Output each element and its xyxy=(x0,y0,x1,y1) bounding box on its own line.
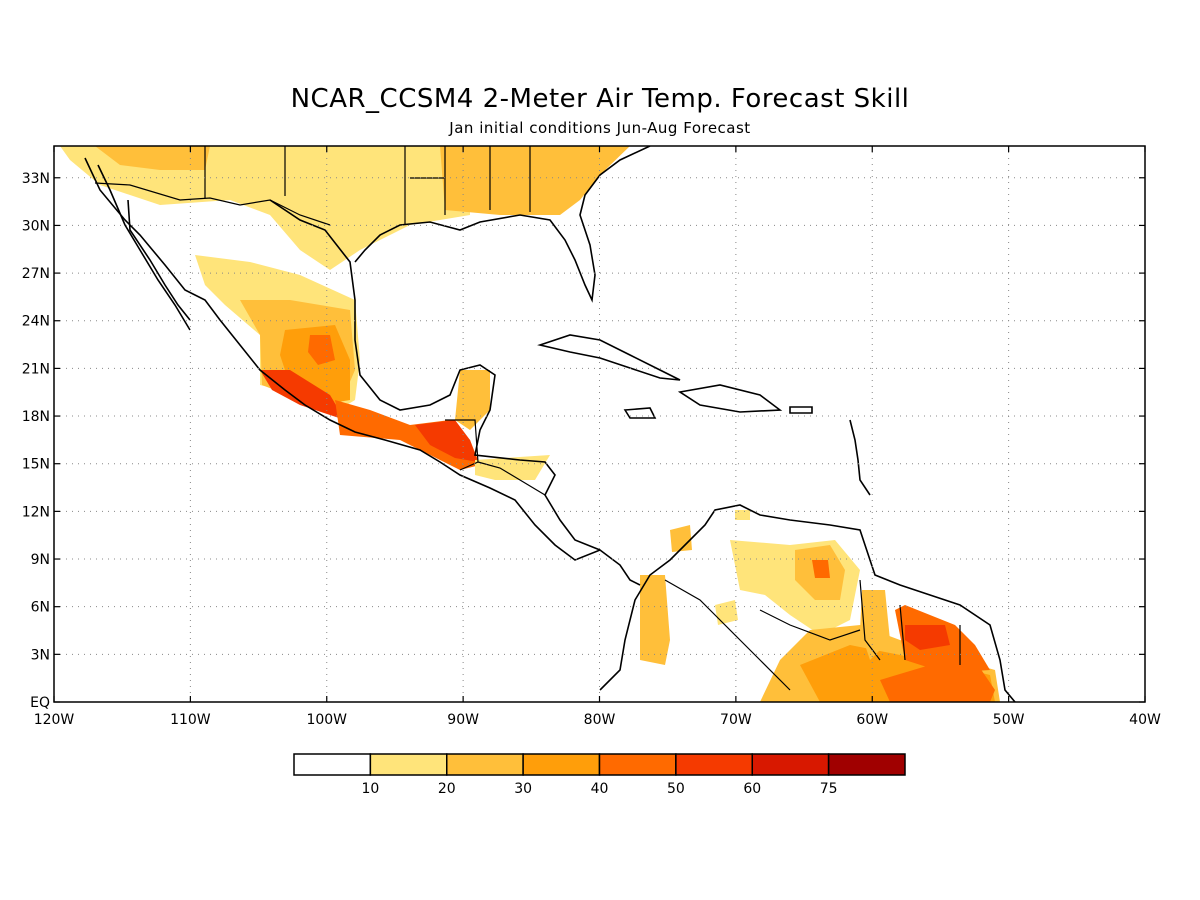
skill-region-colombia-north xyxy=(670,525,692,552)
colorbar-swatch xyxy=(446,753,524,776)
colorbar-label: 20 xyxy=(438,781,456,797)
skill-shading xyxy=(60,146,1000,702)
colorbar-label: 30 xyxy=(514,781,532,797)
lon-tick-label: 100W xyxy=(306,712,347,728)
colorbar-swatch xyxy=(522,753,601,776)
skill-region-us-southeast xyxy=(440,146,630,215)
colorbar-swatch xyxy=(827,753,906,776)
lon-tick-label: 40W xyxy=(1129,712,1161,728)
lon-tick-label: 80W xyxy=(584,712,616,728)
lon-tick-label: 110W xyxy=(170,712,211,728)
coastline-gulf xyxy=(269,199,601,551)
border-central-america xyxy=(445,419,546,496)
longitude-axis: 120W 110W 100W 90W 80W 70W 60W 50W 40W xyxy=(34,146,1161,728)
lat-tick-label: 12N xyxy=(22,504,50,520)
coastlines xyxy=(84,146,1016,702)
colorbar-swatch xyxy=(675,753,753,776)
lat-tick-label: 21N xyxy=(22,361,50,377)
skill-region-yucatan xyxy=(455,370,490,430)
lat-tick-label: 3N xyxy=(31,647,50,663)
colorbar-label: 75 xyxy=(820,781,838,797)
lat-tick-label: 24N xyxy=(22,314,50,330)
lat-tick-label: 18N xyxy=(22,409,50,425)
map-subtitle: Jan initial conditions Jun-Aug Forecast xyxy=(449,119,751,137)
lat-tick-label: 6N xyxy=(31,600,50,616)
coastline-jamaica xyxy=(623,407,657,419)
skill-region-brazil-hot xyxy=(880,665,995,702)
skill-region-mexico-hot xyxy=(308,335,335,365)
skill-region-guatemala xyxy=(415,420,478,462)
border-us-states xyxy=(204,146,531,225)
lat-tick-label: 15N xyxy=(22,457,50,473)
lon-tick-label: 50W xyxy=(993,712,1025,728)
lat-tick-label: 27N xyxy=(22,266,50,282)
coastline-mexico-pacific xyxy=(84,157,641,586)
skill-region-colombia-east xyxy=(715,600,738,625)
colorbar-swatch xyxy=(751,753,830,776)
coastline-puerto-rico xyxy=(789,406,813,414)
colorbar-legend: 10 20 30 40 50 60 75 xyxy=(293,753,906,797)
lat-tick-label: 30N xyxy=(22,218,50,234)
lat-tick-label: 9N xyxy=(31,552,50,568)
skill-region-venezuela-hot xyxy=(812,560,830,578)
skill-region-mexico-south xyxy=(335,400,480,470)
coastline-hispaniola xyxy=(677,384,783,413)
lon-tick-label: 70W xyxy=(720,712,752,728)
coastline-south-america xyxy=(599,504,1016,702)
latitude-axis: 33N 30N 27N 24N 21N 18N 15N 12N 9N 6N 3N EQ xyxy=(22,171,1145,711)
lon-tick-label: 60W xyxy=(856,712,888,728)
skill-region-colombia xyxy=(640,575,670,665)
border-south-america xyxy=(664,579,961,691)
colorbar-label: 60 xyxy=(743,781,761,797)
colorbar-swatch xyxy=(598,753,677,776)
lat-tick-label: EQ xyxy=(30,695,50,711)
map-title: NCAR_CCSM4 2-Meter Air Temp. Forecast Sk… xyxy=(290,84,910,114)
skill-region-mexico-sw-coast xyxy=(260,370,345,420)
skill-region-us-south xyxy=(60,146,470,270)
coastline-cuba xyxy=(537,334,681,381)
lon-tick-label: 120W xyxy=(34,712,75,728)
colorbar-label: 50 xyxy=(667,781,685,797)
colorbar-label: 40 xyxy=(591,781,609,797)
lon-tick-label: 90W xyxy=(447,712,479,728)
skill-region-texas-patch xyxy=(95,146,210,170)
colorbar-swatch xyxy=(293,753,372,776)
country-borders xyxy=(94,146,961,691)
colorbar-swatch xyxy=(369,753,448,776)
coastline-lesser-antilles xyxy=(849,419,871,496)
skill-region-suriname-hot xyxy=(905,625,950,650)
colorbar-label: 10 xyxy=(361,781,379,797)
skill-region-cuba-dot xyxy=(735,510,750,520)
lat-tick-label: 33N xyxy=(22,171,50,187)
map-content xyxy=(60,146,1016,702)
border-us-mexico xyxy=(94,182,331,226)
